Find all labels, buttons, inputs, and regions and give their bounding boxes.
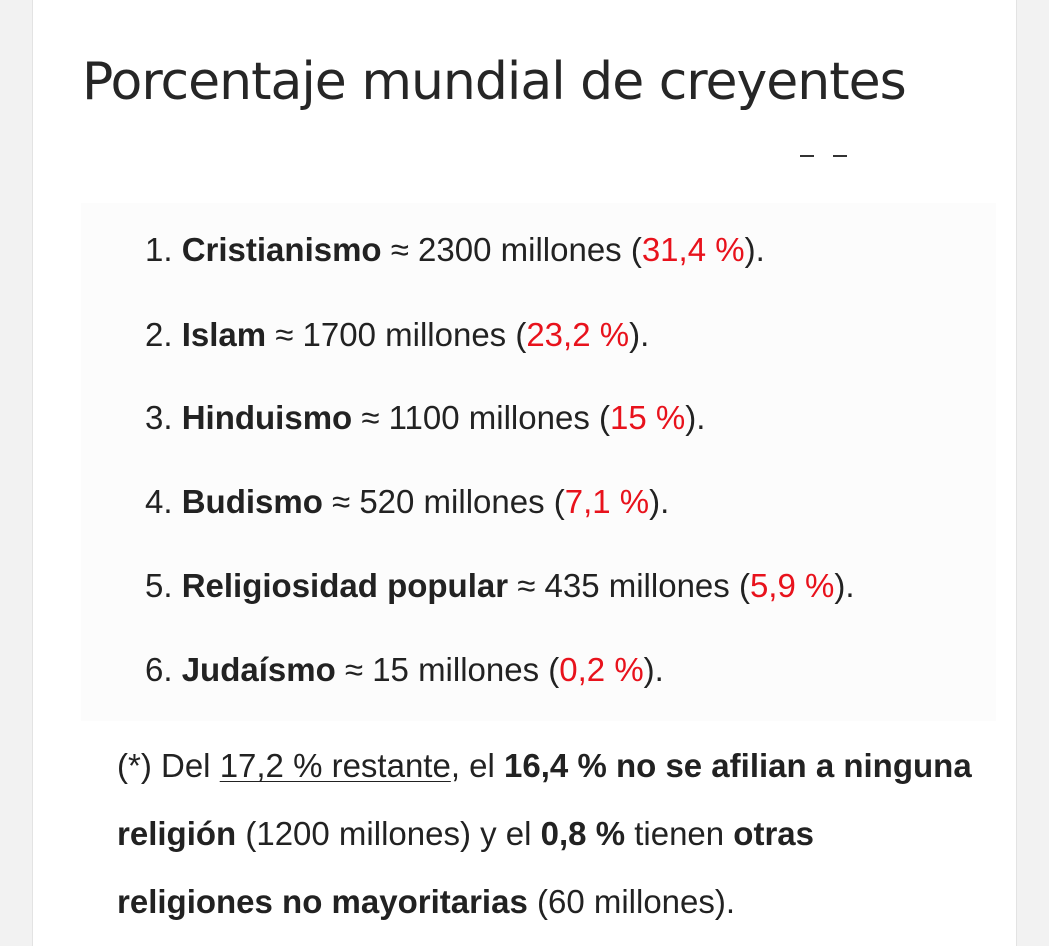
item-count: ≈ 15 millones (	[335, 651, 560, 688]
list-item: 6. Judaísmo ≈ 15 millones (0,2 %).	[145, 650, 664, 690]
item-count: ≈ 1100 millones (	[352, 399, 610, 436]
religion-name: Islam	[181, 316, 267, 353]
note-text: (1200 millones) y el	[236, 815, 541, 852]
item-end: ).	[834, 567, 855, 604]
item-percent: 23,2 %	[526, 316, 630, 353]
article-card: Porcentaje mundial de creyentes 1. Crist…	[32, 0, 1017, 946]
footnote: (*) Del 17,2 % restante, el 16,4 % no se…	[117, 732, 977, 936]
item-count: ≈ 435 millones (	[508, 567, 750, 604]
item-percent: 0,2 %	[559, 651, 644, 688]
religion-name: Cristianismo	[181, 231, 382, 268]
item-count: ≈ 2300 millones (	[381, 231, 642, 268]
note-bold-percent: 0,8 %	[540, 815, 626, 852]
remaining-percent-link[interactable]: 17,2 % restante	[219, 747, 451, 784]
item-percent: 15 %	[609, 399, 686, 436]
item-end: ).	[744, 231, 765, 268]
religion-name: Hinduismo	[181, 399, 353, 436]
item-number: 1.	[145, 231, 173, 268]
item-percent: 5,9 %	[749, 567, 835, 604]
item-end: ).	[643, 651, 664, 688]
decorative-dash	[800, 155, 814, 157]
item-number: 5.	[145, 567, 173, 604]
decorative-dash	[833, 155, 847, 157]
item-number: 2.	[145, 316, 173, 353]
list-item: 2. Islam ≈ 1700 millones (23,2 %).	[145, 315, 649, 355]
religion-name: Judaísmo	[181, 651, 336, 688]
note-text: tienen	[625, 815, 734, 852]
item-end: ).	[649, 483, 670, 520]
item-end: ).	[629, 316, 650, 353]
item-percent: 31,4 %	[641, 231, 745, 268]
religion-name: Religiosidad popular	[181, 567, 509, 604]
page-title: Porcentaje mundial de creyentes	[82, 52, 907, 112]
note-text: (60 millones).	[527, 883, 736, 920]
list-item: 4. Budismo ≈ 520 millones (7,1 %).	[145, 482, 669, 522]
item-number: 6.	[145, 651, 173, 688]
item-end: ).	[685, 399, 706, 436]
item-count: ≈ 1700 millones (	[266, 316, 527, 353]
item-number: 4.	[145, 483, 173, 520]
list-item: 3. Hinduismo ≈ 1100 millones (15 %).	[145, 398, 705, 438]
list-item: 1. Cristianismo ≈ 2300 millones (31,4 %)…	[145, 230, 765, 270]
religion-name: Budismo	[181, 483, 323, 520]
note-text: , el	[450, 747, 505, 784]
note-bold-other-religions: otras religiones no mayoritarias	[117, 815, 814, 920]
note-lead: (*) Del	[117, 747, 220, 784]
item-count: ≈ 520 millones (	[322, 483, 565, 520]
religion-list-box	[81, 203, 996, 721]
item-number: 3.	[145, 399, 173, 436]
item-percent: 7,1 %	[564, 483, 650, 520]
note-bold-unaffiliated: 16,4 % no se afilian a ninguna religión	[117, 747, 972, 852]
list-item: 5. Religiosidad popular ≈ 435 millones (…	[145, 566, 855, 606]
